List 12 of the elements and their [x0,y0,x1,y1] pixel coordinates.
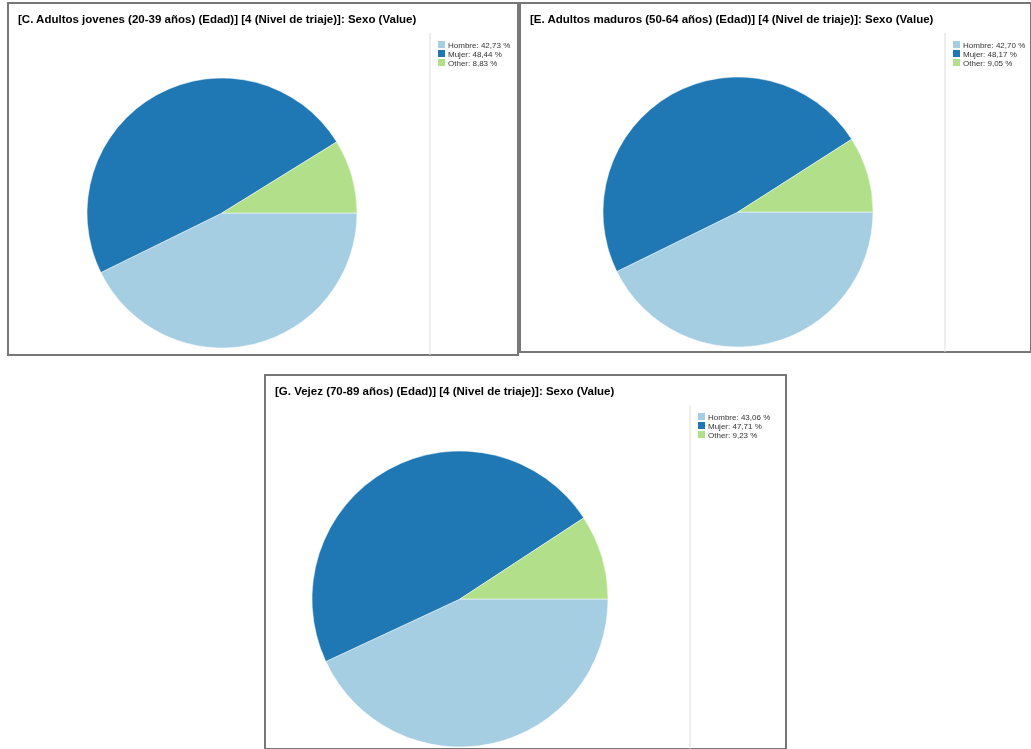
legend-label: Mujer: 47,71 % [708,421,762,431]
legend-label: Hombre: 42,70 % [963,40,1026,50]
legend-label: Other: 8,83 % [448,58,498,68]
chart-title: [G. Vejez (70-89 años) (Edad)] [4 (Nivel de triaje)]: Sexo (Value) [275,385,615,397]
chart-title: [C. Adultos jovenes (20-39 años) (Edad)] [4 (Nivel de triaje)]: Sexo (Value) [18,13,417,25]
legend-label: Hombre: 43,06 % [708,412,771,422]
chart-title: [E. Adultos maduros (50-64 años) (Edad)] [4 (Nivel de triaje)]: Sexo (Value) [530,13,934,25]
legend-label: Other: 9,05 % [963,58,1013,68]
legend-label: Mujer: 48,44 % [448,49,502,59]
legend-label: Hombre: 42,73 % [448,40,511,50]
legend-label: Other: 9,23 % [708,430,758,440]
legend-label: Mujer: 48,17 % [963,49,1017,59]
